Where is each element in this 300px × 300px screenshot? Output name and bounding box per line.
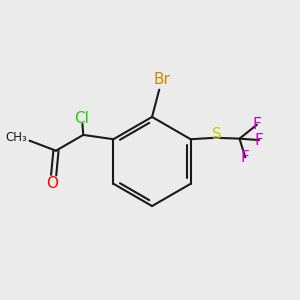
Text: O: O <box>46 176 58 191</box>
Text: S: S <box>212 127 222 142</box>
Text: CH₃: CH₃ <box>5 131 27 144</box>
Text: Cl: Cl <box>74 111 89 126</box>
Text: F: F <box>241 150 250 165</box>
Text: F: F <box>252 117 261 132</box>
Text: F: F <box>255 133 263 148</box>
Text: Br: Br <box>154 72 170 87</box>
